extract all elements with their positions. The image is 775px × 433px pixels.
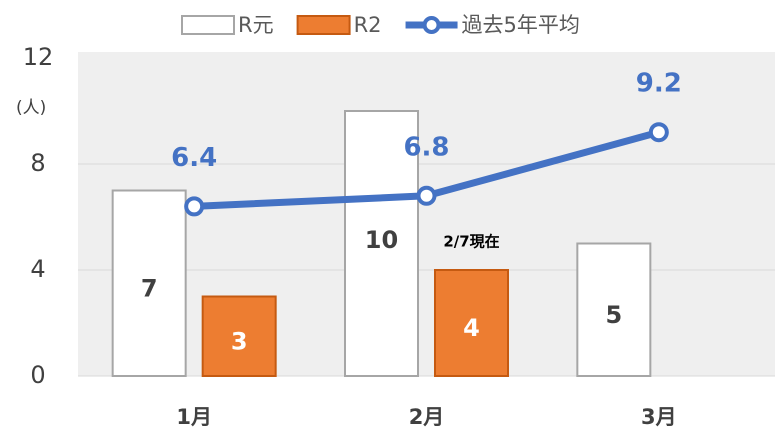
legend-swatch [296,15,351,35]
legend-swatch [422,16,441,34]
bar [344,110,419,377]
bar [201,295,277,377]
legend-label: 過去5年平均 [462,13,580,37]
bar [434,269,509,377]
bar [111,189,187,377]
bar-value-label: 7 [141,274,158,302]
line-marker [184,196,205,217]
x-tick-label: 3月 [641,405,677,429]
line-marker [416,185,437,206]
y-tick-label: 8 [30,149,45,177]
bar-value-label: 3 [231,327,248,355]
bar-value-label: 10 [365,226,398,254]
x-tick-label: 1月 [176,405,212,429]
y-tick-label: 4 [30,255,45,283]
bar [576,242,652,377]
legend-swatch [181,15,235,35]
y-tick-label: 0 [30,361,45,389]
line-value-label: 9.2 [636,69,682,99]
line-value-label: 6.4 [171,143,217,173]
annotation: 2/7現在 [443,233,499,251]
line-marker [648,122,669,143]
line-value-label: 6.8 [403,132,449,162]
y-axis-label: (人) [16,98,46,118]
y-tick-label: 12 [23,43,54,71]
legend-label: R2 [354,13,382,37]
bar-value-label: 5 [605,301,622,329]
bar-value-label: 4 [463,314,480,342]
x-tick-label: 2月 [409,405,445,429]
legend-label: R元 [238,13,274,37]
